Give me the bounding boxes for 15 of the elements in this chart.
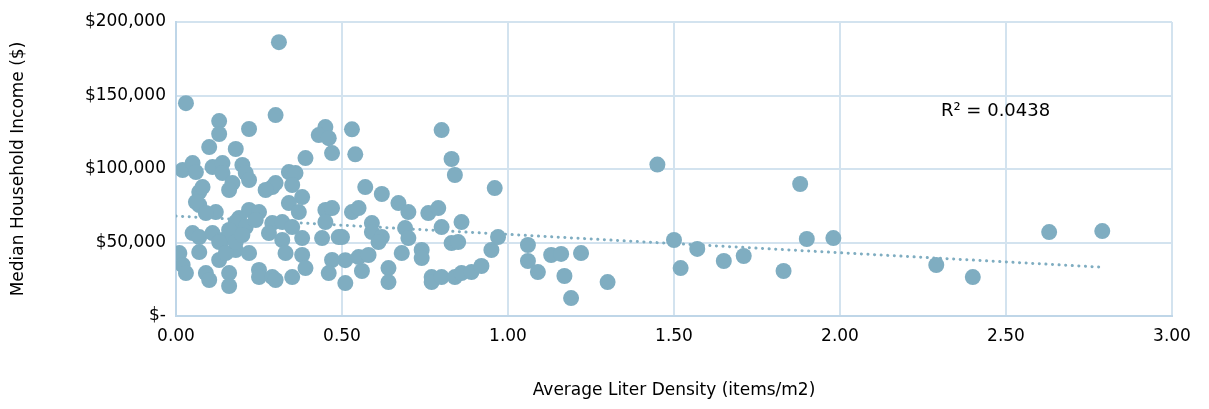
x-tick-label: 1.50 xyxy=(655,324,693,345)
annotation: R² = 0.0438 xyxy=(940,98,1051,120)
y-tick-label: $50,000 xyxy=(95,230,166,251)
y-tick-label: $100,000 xyxy=(84,157,166,178)
x-tick-label: 2.50 xyxy=(987,324,1025,345)
y-axis-title: Median Household Income ($) xyxy=(6,41,27,297)
x-tick-label: 1.00 xyxy=(489,324,527,345)
y-tick-label: $- xyxy=(149,304,166,325)
x-tick-label: 3.00 xyxy=(1153,324,1191,345)
y-tick-label: $200,000 xyxy=(84,10,166,31)
y-tick-label: $150,000 xyxy=(84,83,166,104)
x-tick-label: 2.00 xyxy=(821,324,859,345)
x-tick-label: 0.50 xyxy=(323,324,361,345)
x-axis-title: Average Liter Density (items/m2) xyxy=(532,379,816,400)
x-tick-label: 0.00 xyxy=(157,324,195,345)
